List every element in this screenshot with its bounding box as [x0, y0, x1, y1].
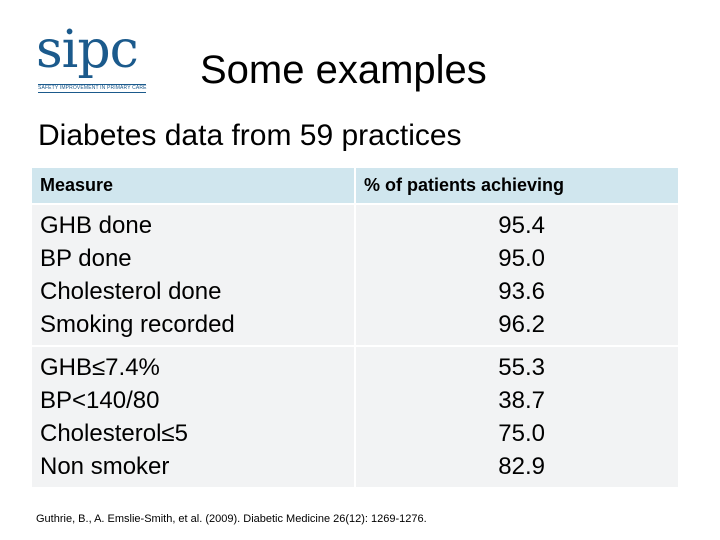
measure-value: 95.4	[498, 212, 545, 239]
measure-value: 75.0	[498, 420, 545, 447]
measure-label: BP<140/80	[40, 387, 160, 414]
outcome-values-cell: 55.3 38.7 75.0 82.9	[355, 346, 680, 489]
measure-value: 82.9	[498, 453, 545, 480]
sipc-logo: sipc SAFETY IMPROVEMENT IN PRIMARY CARE	[36, 20, 148, 93]
measure-value: 96.2	[498, 311, 545, 338]
diabetes-data-table: Measure % of patients achieving GHB done…	[32, 168, 680, 489]
table-header-row: Measure % of patients achieving	[32, 168, 680, 205]
process-measures-row: GHB done BP done Cholesterol done Smokin…	[32, 204, 680, 347]
percent-column-header: % of patients achieving	[355, 168, 680, 205]
slide-subtitle: Diabetes data from 59 practices	[38, 119, 462, 152]
outcome-measures-row: GHB≤7.4% BP<140/80 Cholesterol≤5 Non smo…	[32, 346, 680, 489]
process-values-cell: 95.4 95.0 93.6 96.2	[355, 204, 680, 347]
measure-value: 55.3	[498, 354, 545, 381]
process-measures-cell: GHB done BP done Cholesterol done Smokin…	[32, 204, 356, 347]
measure-label: Cholesterol done	[40, 278, 222, 305]
logo-wordmark: sipc	[36, 20, 139, 80]
measure-value: 93.6	[498, 278, 545, 305]
measure-label: Non smoker	[40, 453, 170, 480]
slide-title: Some examples	[200, 48, 487, 92]
logo-tagline: SAFETY IMPROVEMENT IN PRIMARY CARE	[38, 84, 147, 93]
measure-column-header: Measure	[32, 168, 356, 205]
measure-value: 95.0	[498, 245, 545, 272]
measure-label: Cholesterol≤5	[40, 420, 188, 447]
measure-value: 38.7	[498, 387, 545, 414]
measure-label: BP done	[40, 245, 132, 272]
measure-label: GHB done	[40, 212, 153, 239]
measure-label: GHB≤7.4%	[40, 354, 160, 381]
measure-label: Smoking recorded	[40, 311, 235, 338]
citation: Guthrie, B., A. Emslie-Smith, et al. (20…	[36, 513, 427, 525]
outcome-measures-cell: GHB≤7.4% BP<140/80 Cholesterol≤5 Non smo…	[32, 346, 356, 489]
